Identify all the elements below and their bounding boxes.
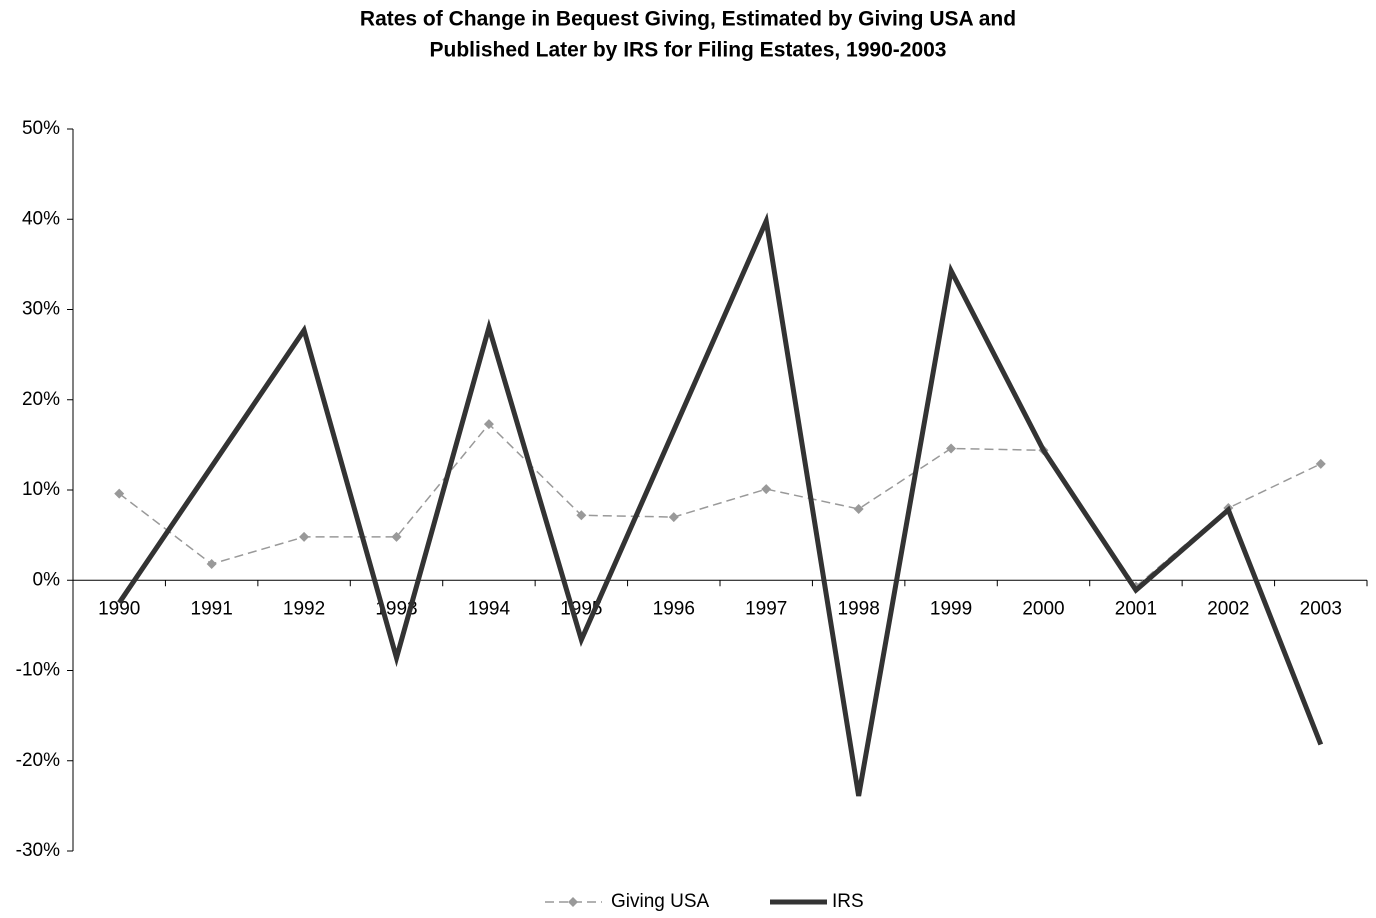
legend-label: IRS xyxy=(832,891,864,912)
x-tick-label: 2001 xyxy=(1115,598,1157,619)
y-tick-label: -30% xyxy=(16,840,60,861)
data-point xyxy=(114,488,125,499)
data-point xyxy=(206,559,217,570)
y-tick-label: 0% xyxy=(33,569,61,590)
data-point xyxy=(483,419,494,430)
data-point xyxy=(299,531,310,542)
y-tick-label: 30% xyxy=(22,299,60,320)
x-tick-label: 2003 xyxy=(1300,598,1342,619)
x-tick-label: 1991 xyxy=(191,598,233,619)
y-tick-label: 40% xyxy=(22,208,60,229)
series-line xyxy=(117,212,1324,797)
series-line xyxy=(118,423,1322,588)
y-tick-label: -20% xyxy=(16,750,60,771)
x-tick-label: 2000 xyxy=(1022,598,1064,619)
data-point xyxy=(668,512,679,523)
legend-label: Giving USA xyxy=(611,891,710,912)
data-point xyxy=(1315,458,1326,469)
x-tick-label: 1990 xyxy=(98,598,140,619)
x-tick-label: 1998 xyxy=(838,598,880,619)
legend-marker xyxy=(568,897,578,907)
x-tick-label: 1999 xyxy=(930,598,972,619)
x-tick-label: 1994 xyxy=(468,598,511,619)
data-point xyxy=(761,484,772,495)
x-tick-label: 1997 xyxy=(745,598,787,619)
data-point xyxy=(853,503,864,514)
x-tick-label: 1996 xyxy=(653,598,695,619)
chart-title: Published Later by IRS for Filing Estate… xyxy=(429,39,946,62)
data-point xyxy=(946,443,957,454)
x-tick-label: 2002 xyxy=(1207,598,1249,619)
y-tick-label: 50% xyxy=(22,118,60,139)
data-point xyxy=(576,510,587,521)
x-tick-label: 1992 xyxy=(283,598,325,619)
y-tick-label: 20% xyxy=(22,389,60,410)
y-tick-label: 10% xyxy=(22,479,60,500)
chart-title: Rates of Change in Bequest Giving, Estim… xyxy=(360,8,1016,31)
y-tick-label: -10% xyxy=(16,660,60,681)
data-point xyxy=(391,531,402,542)
